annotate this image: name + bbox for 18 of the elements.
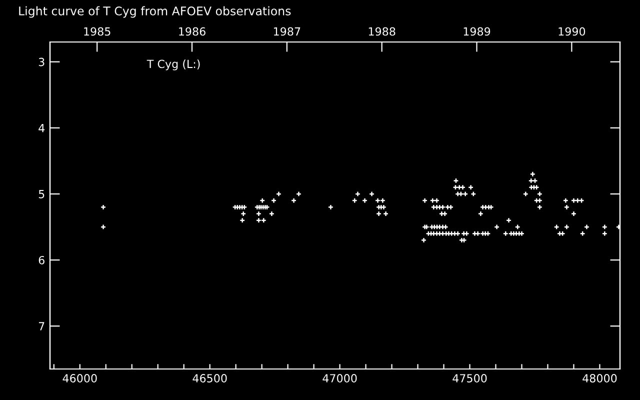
chart-title: Light curve of T Cyg from AFOEV observations xyxy=(19,6,291,18)
x2-tick-label: 1987 xyxy=(274,27,300,36)
y-tick-label: 3 xyxy=(38,58,44,66)
x2-tick-label: 1988 xyxy=(368,27,396,36)
y-tick-label: 7 xyxy=(38,322,44,330)
y-tick-label: 4 xyxy=(38,124,45,132)
x-tick-label: 46000 xyxy=(62,374,97,382)
y-tick-label: 5 xyxy=(38,190,44,198)
x2-tick-label: 1989 xyxy=(464,27,490,36)
x-tick-label: 47000 xyxy=(322,374,357,382)
annotation: T Cyg (L:) xyxy=(146,60,200,70)
x2-tick-label: 1986 xyxy=(179,27,206,36)
x-tick-label: 47500 xyxy=(452,374,487,382)
x-tick-label: 46500 xyxy=(192,374,227,382)
y-tick-label: 6 xyxy=(38,256,44,264)
x2-tick-label: 1990 xyxy=(558,27,586,36)
x-tick-label: 48000 xyxy=(582,374,617,382)
x2-tick-label: 1985 xyxy=(84,27,110,36)
